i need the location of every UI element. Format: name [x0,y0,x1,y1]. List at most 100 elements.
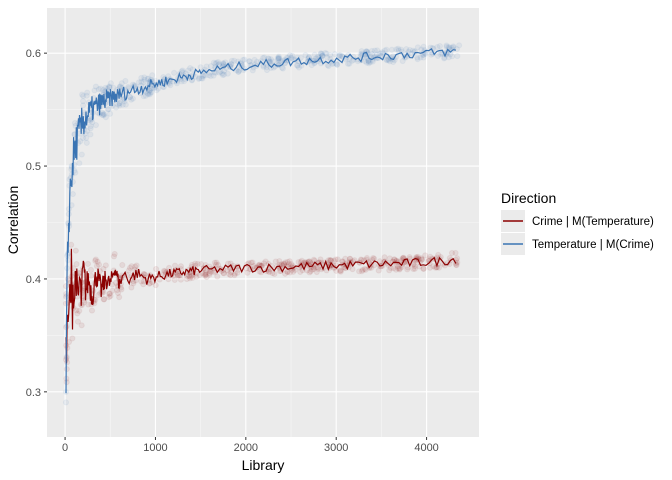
scatter-point-crime [404,264,412,271]
scatter-point-temperature [76,160,83,167]
scatter-point-temperature [274,55,281,62]
scatter-point-temperature [83,134,90,141]
scatter-point-temperature [363,59,370,66]
scatter-point-crime [214,273,221,280]
scatter-point-temperature [147,85,154,92]
scatter-point-temperature [441,55,448,62]
scatter-point-crime [140,281,147,288]
scatter-point-temperature [275,53,282,60]
scatter-point-temperature [279,65,287,72]
scatter-point-temperature [414,44,421,51]
scatter-point-temperature [235,68,242,75]
scatter-point-crime [337,268,344,275]
scatter-point-crime [114,289,122,297]
scatter-point-crime [310,256,317,263]
scatter-point-crime [171,276,178,283]
scatter-point-temperature [456,42,463,49]
scatter-point-crime [85,301,92,308]
scatter-point-crime [326,256,334,264]
scatter-point-crime [175,272,182,279]
scatter-point-crime [203,273,210,281]
y-tick-label: 0.5 [26,161,41,173]
scatter-point-temperature [151,77,158,84]
scatter-point-temperature [196,75,203,82]
scatter-point-temperature [336,51,344,59]
scatter-point-crime [305,258,313,265]
scatter-point-temperature [92,83,100,90]
scatter-point-crime [73,261,80,268]
scatter-point-crime [206,271,213,278]
scatter-point-temperature [395,47,402,54]
scatter-point-temperature [110,84,117,91]
scatter-point-crime [177,263,185,270]
scatter-point-crime [118,286,125,293]
scatter-point-crime [359,266,366,274]
scatter-point-temperature [414,56,421,63]
scatter-point-crime [74,318,82,325]
scatter-point-temperature [149,72,156,79]
scatter-point-temperature [446,44,453,51]
scatter-point-crime [325,257,332,264]
scatter-point-crime [256,268,263,275]
scatter-point-temperature [393,46,400,53]
scatter-point-crime [303,267,311,274]
scatter-point-crime [282,259,289,266]
scatter-point-temperature [207,72,214,80]
scatter-point-crime [336,267,344,274]
scatter-point-crime [183,275,190,283]
axes-layer: 0 1000 2000 3000 4000 0.3 0.4 0.5 0.6 [26,48,439,454]
scatter-point-temperature [125,83,132,91]
scatter-point-temperature [365,60,373,67]
scatter-point-crime [333,267,340,274]
scatter-point-temperature [80,92,87,100]
scatter-point-temperature [207,62,215,70]
scatter-point-crime [105,294,113,301]
scatter-point-temperature [246,57,253,65]
scatter-point-temperature [122,101,129,108]
scatter-point-crime [225,270,233,278]
x-tick-label: 2000 [234,442,258,454]
scatter-point-temperature [100,110,107,118]
scatter-point-crime [331,257,338,265]
scatter-point-temperature [205,72,212,79]
scatter-point-crime [404,266,411,273]
scatter-point-crime [106,290,113,297]
scatter-point-temperature [128,96,135,103]
scatter-point-temperature [141,76,148,83]
scatter-point-temperature [212,60,219,67]
scatter-point-crime [116,294,123,301]
scatter-point-temperature [80,102,87,109]
scatter-point-crime [125,267,133,274]
scatter-point-temperature [215,58,222,66]
x-tick-label: 0 [62,442,68,454]
scatter-point-crime [206,267,213,274]
scatter-point-crime [138,278,145,285]
scatter-point-crime [101,296,108,303]
scatter-point-temperature [408,50,415,57]
scatter-point-crime [390,265,397,272]
scatter-point-crime [452,261,460,268]
scatter-point-crime [272,258,279,265]
scatter-point-temperature [263,66,271,74]
scatter-point-temperature [100,86,107,94]
x-tick-label: 3000 [324,442,348,454]
scatter-point-temperature [368,47,375,55]
scatter-point-temperature [104,106,112,113]
scatter-point-crime [381,254,388,261]
scatter-point-temperature [294,62,301,69]
scatter-point-crime [128,284,135,291]
scatter-point-crime [211,259,218,266]
scatter-point-crime [418,256,426,263]
scatter-point-crime [224,267,231,274]
scatter-point-temperature [437,51,444,58]
scatter-point-temperature [235,68,242,75]
scatter-point-crime [184,273,191,280]
scatter-point-temperature [224,70,231,77]
scatter-point-temperature [228,57,235,64]
scatter-point-temperature [319,52,326,59]
scatter-point-crime [88,307,96,314]
scatter-point-crime [361,265,368,273]
scatter-point-temperature [200,68,207,75]
scatter-point-crime [95,261,103,268]
